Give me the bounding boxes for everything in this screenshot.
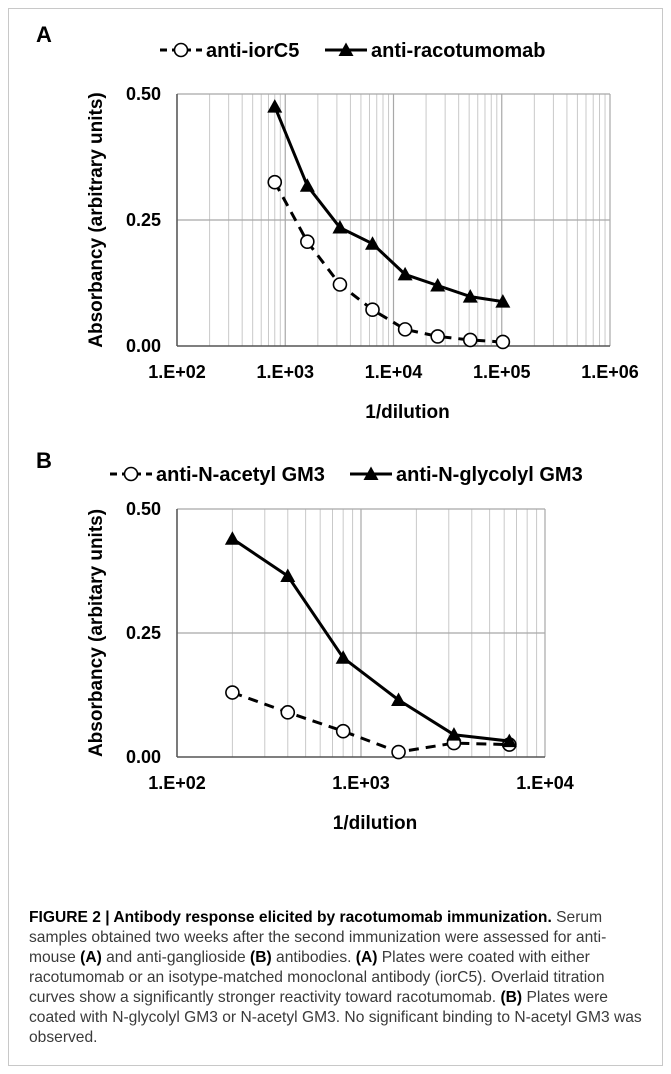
data-point-circle	[335, 723, 351, 739]
y-tick-label: 0.50	[126, 499, 161, 519]
x-axis-title: 1/dilution	[365, 402, 449, 423]
x-tick-label: 1.E+02	[148, 773, 206, 793]
data-point-triangle	[391, 692, 407, 706]
caption-text: antibodies.	[271, 949, 356, 966]
caption-title: FIGURE 2 | Antibody response elicited by…	[29, 909, 552, 926]
data-point-triangle	[397, 266, 413, 281]
caption-text: Plates were coated with N-glycolyl GM3 o…	[29, 989, 642, 1046]
figure-caption: FIGURE 2 | Antibody response elicited by…	[29, 908, 644, 1048]
caption-text: Serum samples obtained two weeks after t…	[29, 909, 607, 966]
data-point-circle	[391, 744, 406, 760]
series-line-dashed	[231, 691, 510, 754]
data-point-triangle	[446, 727, 462, 741]
y-tick-label: 0.25	[126, 210, 161, 230]
data-point-triangle	[365, 236, 381, 250]
data-point-triangle	[335, 650, 351, 664]
data-point-triangle	[224, 531, 240, 545]
series-line-solid	[231, 537, 510, 743]
data-point-circle	[280, 705, 296, 720]
panel-a-chart: A 0.00 0.25 0.50 1.E+02 1.E+03 1.E+04 1.E+05 1.E…	[36, 22, 639, 423]
data-point-triangle	[338, 42, 354, 56]
data-point-circle	[225, 685, 240, 700]
data-point-circle	[173, 42, 189, 58]
x-tick-label: 1.E+03	[332, 773, 390, 793]
data-point-circle	[430, 329, 445, 344]
x-tick-label: 1.E+03	[256, 362, 314, 382]
data-point-circle	[462, 332, 478, 348]
data-point-triangle	[363, 466, 379, 480]
data-point-triangle	[332, 220, 348, 234]
data-point-triangle	[501, 733, 517, 748]
data-point-circle	[267, 174, 283, 190]
panel-b-chart: B 0.00 0.25 0.50 1.E+02 1.E+03 1.E+04 anti-N-ac…	[36, 448, 583, 834]
caption-text: and anti-ganglioside	[101, 949, 251, 966]
legend-label: anti-N-glycolyl GM3	[396, 464, 583, 486]
y-tick-label: 0.50	[126, 84, 161, 104]
caption-ref-b: (B)	[250, 949, 272, 966]
legend-label: anti-N-acetyl GM3	[156, 464, 325, 486]
legend-label: anti-iorC5	[206, 40, 299, 62]
y-tick-label: 0.00	[126, 747, 161, 767]
data-point-triangle	[280, 568, 296, 582]
data-point-triangle	[430, 278, 446, 292]
data-point-triangle	[267, 99, 283, 113]
x-axis-title: 1/dilution	[333, 813, 417, 834]
data-point-triangle	[299, 178, 315, 192]
data-point-circle	[332, 277, 348, 292]
caption-ref-b: (B)	[500, 989, 523, 1006]
series-line-solid	[273, 106, 504, 304]
data-point-circle	[123, 466, 139, 482]
data-point-triangle	[495, 294, 511, 308]
y-axis-title: Absorbancy (arbitary units)	[86, 509, 107, 757]
data-point-circle	[300, 234, 315, 249]
panel-letter: B	[36, 448, 52, 473]
caption-ref-a: (A)	[355, 949, 378, 966]
legend-label: anti-racotumomab	[371, 40, 545, 62]
panel-letter: A	[36, 22, 52, 47]
x-tick-label: 1.E+04	[516, 773, 574, 793]
caption-ref-a: (A)	[80, 949, 102, 966]
y-tick-label: 0.00	[126, 336, 161, 356]
caption-text: Plates were coated with either racotumom…	[29, 949, 605, 1006]
x-tick-label: 1.E+02	[148, 362, 206, 382]
y-tick-label: 0.25	[126, 623, 161, 643]
data-point-circle	[495, 334, 511, 350]
x-tick-label: 1.E+04	[365, 362, 423, 382]
data-point-circle	[365, 302, 380, 318]
x-tick-label: 1.E+05	[473, 362, 531, 382]
data-point-triangle	[462, 289, 478, 303]
figure-charts: A 0.00 0.25 0.50 1.E+02 1.E+03 1.E+04 1.E+05 1.E…	[36, 22, 639, 834]
x-tick-label: 1.E+06	[581, 362, 639, 382]
y-axis-title: Absorbancy (arbitrary units)	[86, 92, 107, 348]
data-point-circle	[397, 322, 413, 337]
